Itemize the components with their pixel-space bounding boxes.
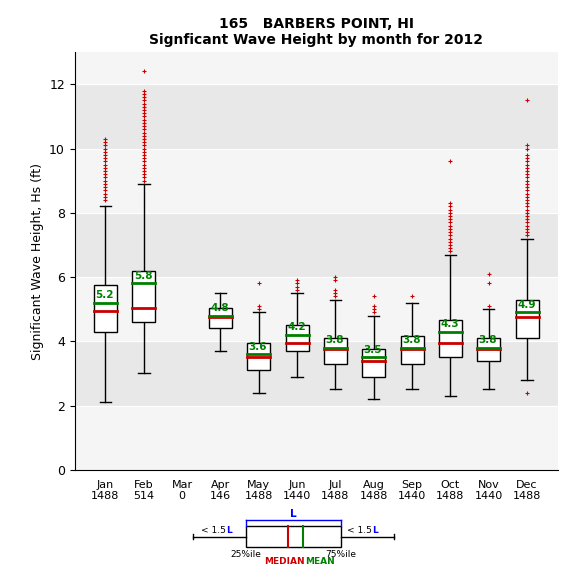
Text: 4.9: 4.9 (517, 300, 535, 310)
Text: 3.5: 3.5 (364, 345, 382, 355)
Bar (324, 338, 347, 364)
Text: 25%ile: 25%ile (230, 550, 261, 559)
Text: 75%ile: 75%ile (325, 550, 356, 559)
Bar (362, 349, 385, 376)
Bar (75, 148, 558, 213)
Bar (75, 84, 558, 148)
Bar (477, 338, 500, 361)
Bar (75, 52, 558, 84)
Text: < 1.5: < 1.5 (347, 525, 375, 535)
Y-axis label: Significant Wave Height, Hs (ft): Significant Wave Height, Hs (ft) (30, 162, 44, 360)
Text: 3.8: 3.8 (402, 335, 420, 345)
Text: 5.2: 5.2 (95, 290, 114, 300)
Bar (75, 341, 558, 405)
Bar (132, 271, 155, 322)
Text: 3.8: 3.8 (479, 335, 497, 345)
Bar (247, 343, 270, 370)
Bar (516, 299, 539, 338)
Bar (439, 320, 462, 357)
Text: MEAN: MEAN (305, 557, 335, 567)
Text: 5.8: 5.8 (134, 271, 152, 281)
Text: 4.8: 4.8 (210, 303, 229, 313)
Bar (75, 277, 558, 341)
Bar (94, 285, 117, 332)
Text: 4.2: 4.2 (287, 322, 306, 332)
Bar (286, 325, 309, 351)
Text: MEDIAN: MEDIAN (264, 557, 305, 567)
Text: L: L (226, 525, 232, 535)
Text: < 1.5: < 1.5 (201, 525, 228, 535)
Text: L: L (290, 509, 297, 519)
Bar (401, 336, 424, 364)
Text: 3.6: 3.6 (249, 342, 267, 351)
Title: 165   BARBERS POINT, HI
Signficant Wave Height by month for 2012: 165 BARBERS POINT, HI Signficant Wave He… (150, 17, 483, 47)
Bar (209, 307, 232, 328)
Text: 4.3: 4.3 (440, 319, 459, 329)
Text: 3.8: 3.8 (325, 335, 344, 345)
Bar (75, 405, 558, 470)
Bar (75, 213, 558, 277)
Bar (246, 526, 341, 547)
Text: L: L (373, 525, 378, 535)
